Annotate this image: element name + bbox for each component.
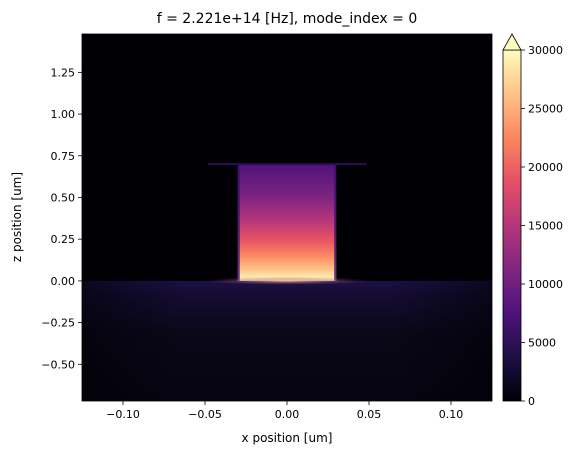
colorbar-ticks: 0 5000 10000 15000 20000 25000 30000: [521, 44, 563, 408]
chart-title: f = 2.221e+14 [Hz], mode_index = 0: [157, 11, 418, 27]
colorbar-tick-label: 20000: [528, 161, 563, 174]
core-left-edge: [237, 164, 240, 281]
colorbar-tick-label: 25000: [528, 103, 563, 116]
x-tick-label: 0.05: [357, 408, 382, 421]
waveguide-core-region: [237, 164, 337, 281]
y-tick-label: −0.25: [41, 317, 75, 330]
x-tick-label: −0.10: [106, 408, 140, 421]
colorbar-tick-label: 10000: [528, 278, 563, 291]
x-axis-label: x position [um]: [242, 431, 333, 445]
y-tick-label: 0.00: [51, 275, 76, 288]
colorbar-tick-label: 30000: [528, 44, 563, 57]
colorbar-tick-label: 5000: [528, 337, 556, 350]
y-tick-label: 0.50: [51, 191, 76, 204]
colorbar: 0 5000 10000 15000 20000 25000 30000: [502, 33, 563, 408]
x-tick-label: −0.05: [188, 408, 222, 421]
colorbar-tick-label: 0: [528, 395, 535, 408]
y-tick-label: 0.25: [51, 233, 76, 246]
x-axis: −0.10 −0.05 0.00 0.05 0.10: [106, 401, 463, 421]
heatmap-plot-area: [82, 34, 492, 401]
y-axis-label: z position [um]: [10, 172, 24, 262]
colorbar-tick-label: 15000: [528, 220, 563, 233]
colorbar-extend-arrow: [502, 33, 522, 51]
y-tick-label: 1.00: [51, 108, 76, 121]
x-tick-label: 0.00: [275, 408, 300, 421]
y-tick-label: 1.25: [51, 66, 76, 79]
substrate-edge-shade: [82, 280, 492, 401]
interface-glow: [203, 276, 371, 285]
core-right-edge: [334, 164, 337, 281]
y-tick-label: 0.75: [51, 150, 76, 163]
x-tick-label: 0.10: [439, 408, 464, 421]
y-tick-label: −0.50: [41, 358, 75, 371]
y-axis: −0.50 −0.25 0.00 0.25 0.50 0.75 1.00 1.25: [41, 66, 82, 371]
colorbar-gradient: [502, 49, 522, 402]
